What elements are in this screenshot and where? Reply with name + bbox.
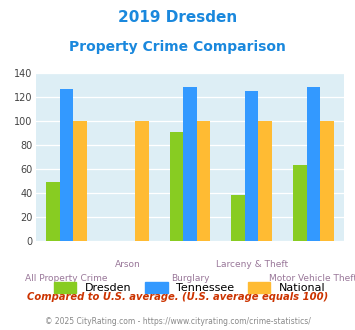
Bar <box>231 195 245 241</box>
Bar <box>170 131 183 241</box>
Bar <box>46 182 60 241</box>
Bar <box>60 89 73 241</box>
Bar <box>320 121 334 241</box>
Bar <box>307 87 320 241</box>
Bar <box>293 165 307 241</box>
Bar <box>183 87 197 241</box>
Text: Burglary: Burglary <box>171 274 209 283</box>
Text: Larceny & Theft: Larceny & Theft <box>215 260 288 269</box>
Text: 2019 Dresden: 2019 Dresden <box>118 10 237 25</box>
Bar <box>258 121 272 241</box>
Text: © 2025 CityRating.com - https://www.cityrating.com/crime-statistics/: © 2025 CityRating.com - https://www.city… <box>45 317 310 326</box>
Bar <box>245 91 258 241</box>
Text: Compared to U.S. average. (U.S. average equals 100): Compared to U.S. average. (U.S. average … <box>27 292 328 302</box>
Text: All Property Crime: All Property Crime <box>25 274 108 283</box>
Text: Arson: Arson <box>115 260 141 269</box>
Text: Property Crime Comparison: Property Crime Comparison <box>69 40 286 53</box>
Text: Motor Vehicle Theft: Motor Vehicle Theft <box>269 274 355 283</box>
Bar <box>73 121 87 241</box>
Legend: Dresden, Tennessee, National: Dresden, Tennessee, National <box>54 282 326 293</box>
Bar <box>197 121 210 241</box>
Bar <box>135 121 148 241</box>
